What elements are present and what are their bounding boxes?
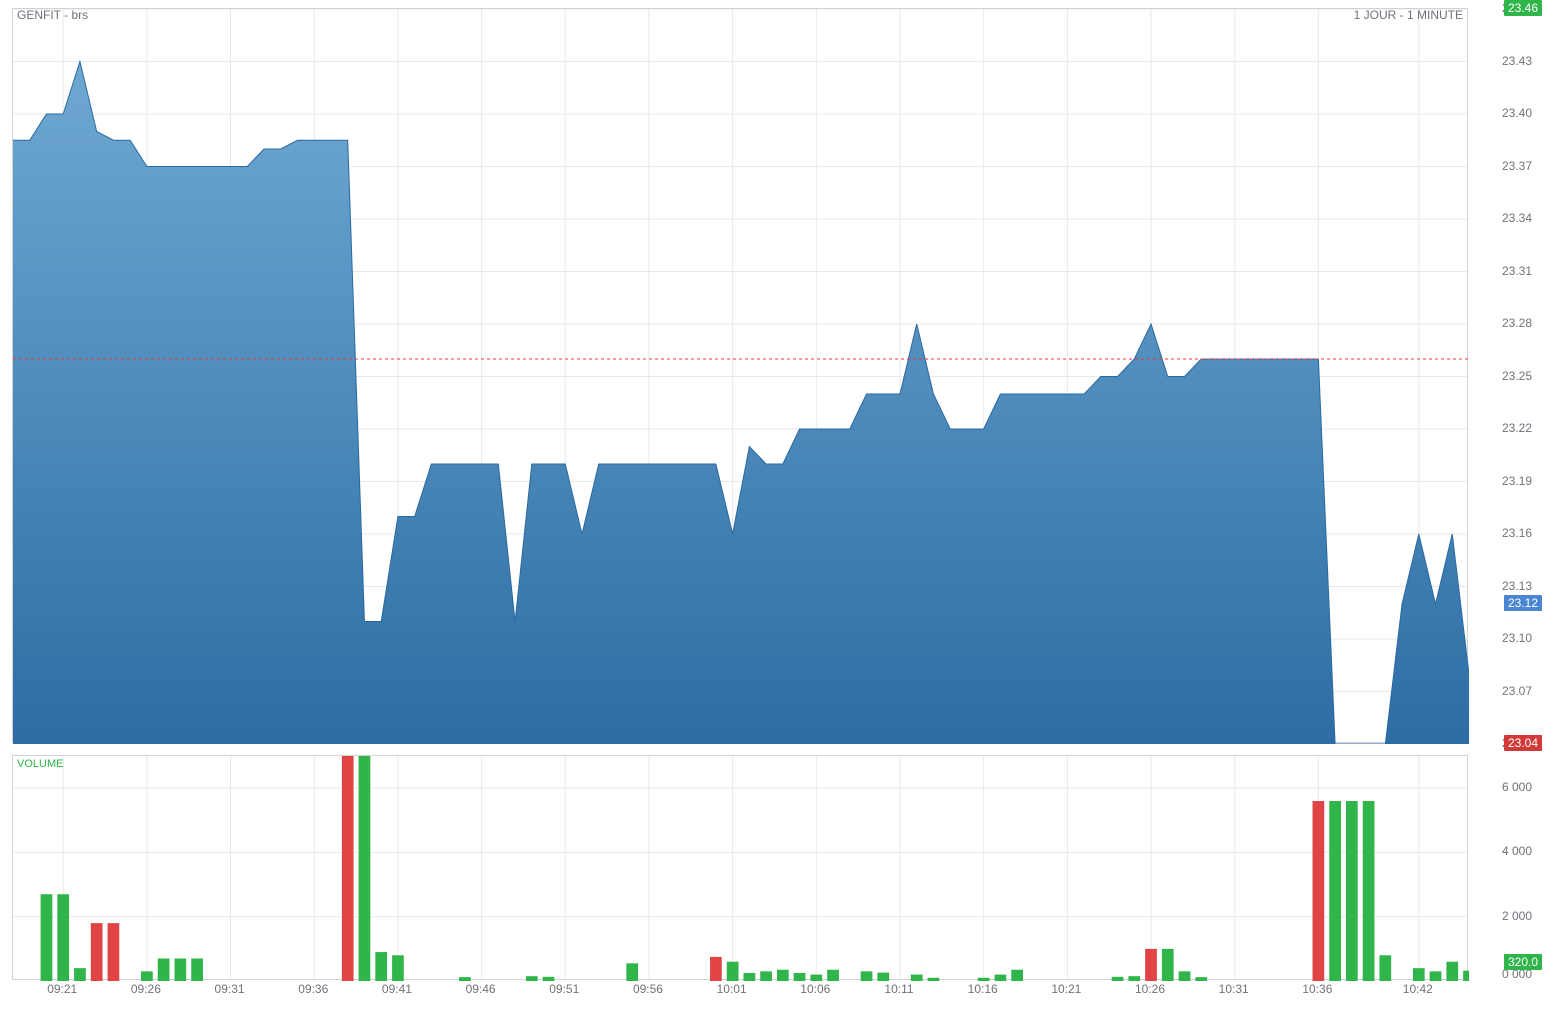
time-tick-label: 09:36 bbox=[298, 982, 328, 996]
time-tick-label: 10:36 bbox=[1302, 982, 1332, 996]
price-y-axis: 23.0423.0723.1023.1323.1623.1923.2223.25… bbox=[1472, 8, 1542, 743]
price-tick-label: 23.43 bbox=[1502, 54, 1532, 68]
price-tick-label: 23.37 bbox=[1502, 159, 1532, 173]
time-tick-label: 09:26 bbox=[131, 982, 161, 996]
time-tick-label: 09:31 bbox=[215, 982, 245, 996]
time-tick-label: 09:21 bbox=[47, 982, 77, 996]
price-tick-label: 23.40 bbox=[1502, 106, 1532, 120]
time-tick-label: 09:46 bbox=[466, 982, 496, 996]
price-chart-svg bbox=[13, 9, 1469, 744]
time-tick-label: 10:16 bbox=[968, 982, 998, 996]
time-tick-label: 10:21 bbox=[1051, 982, 1081, 996]
time-tick-label: 09:51 bbox=[549, 982, 579, 996]
volume-tick-label: 2 000 bbox=[1502, 909, 1532, 923]
price-high-badge: 23.46 bbox=[1504, 0, 1542, 16]
symbol-label: GENFIT bbox=[17, 8, 61, 22]
price-low-badge: 23.04 bbox=[1504, 735, 1542, 751]
price-tick-label: 23.10 bbox=[1502, 631, 1532, 645]
time-tick-label: 10:42 bbox=[1403, 982, 1433, 996]
time-tick-label: 10:26 bbox=[1135, 982, 1165, 996]
price-tick-label: 23.31 bbox=[1502, 264, 1532, 278]
price-tick-label: 23.13 bbox=[1502, 579, 1532, 593]
volume-tick-label: 4 000 bbox=[1502, 844, 1532, 858]
volume-title: VOLUME bbox=[17, 758, 63, 770]
exchange-label: brs bbox=[71, 8, 88, 22]
time-tick-label: 10:01 bbox=[717, 982, 747, 996]
chart-title-right: 1 JOUR - 1 MINUTE bbox=[1354, 8, 1463, 22]
volume-y-axis: 2 0004 0006 0000 000320.0 bbox=[1472, 755, 1542, 980]
price-chart-panel[interactable]: GENFIT - brs 1 JOUR - 1 MINUTE bbox=[12, 8, 1468, 743]
price-tick-label: 23.19 bbox=[1502, 474, 1532, 488]
time-tick-label: 10:11 bbox=[884, 982, 913, 996]
price-tick-label: 23.34 bbox=[1502, 211, 1532, 225]
time-tick-label: 10:06 bbox=[800, 982, 830, 996]
volume-tick-label: 6 000 bbox=[1502, 780, 1532, 794]
volume-current-badge: 320.0 bbox=[1504, 954, 1542, 970]
price-tick-label: 23.16 bbox=[1502, 526, 1532, 540]
time-tick-label: 09:56 bbox=[633, 982, 663, 996]
price-tick-label: 23.07 bbox=[1502, 684, 1532, 698]
chart-title-left: GENFIT - brs bbox=[17, 8, 88, 22]
price-tick-label: 23.28 bbox=[1502, 316, 1532, 330]
price-current-badge: 23.12 bbox=[1504, 595, 1542, 611]
volume-chart-svg bbox=[13, 756, 1469, 981]
price-tick-label: 23.22 bbox=[1502, 421, 1532, 435]
chart-container: GENFIT - brs 1 JOUR - 1 MINUTE 23.04 23.0… bbox=[0, 0, 1553, 1016]
volume-chart-panel[interactable]: VOLUME bbox=[12, 755, 1468, 980]
time-tick-label: 10:31 bbox=[1219, 982, 1249, 996]
time-tick-label: 09:41 bbox=[382, 982, 412, 996]
price-tick-label: 23.25 bbox=[1502, 369, 1532, 383]
time-axis: 09:21 09:26 09:31 09:36 09:41 09:46 09:51 09:56… bbox=[12, 982, 1468, 1002]
